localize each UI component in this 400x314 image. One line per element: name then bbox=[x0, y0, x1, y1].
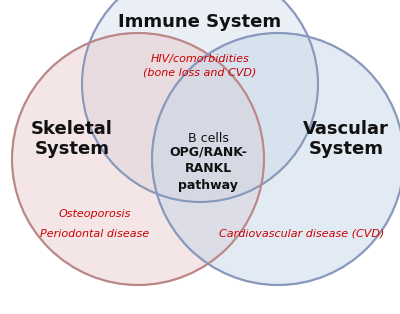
Text: Periodontal disease: Periodontal disease bbox=[40, 229, 150, 239]
Circle shape bbox=[82, 0, 318, 202]
Text: B cells: B cells bbox=[188, 133, 228, 145]
Text: Immune System: Immune System bbox=[118, 13, 282, 31]
Text: HIV/comorbidities
(bone loss and CVD): HIV/comorbidities (bone loss and CVD) bbox=[143, 54, 257, 78]
Text: OPG/RANK-
RANKL
pathway: OPG/RANK- RANKL pathway bbox=[169, 145, 247, 192]
Circle shape bbox=[12, 33, 264, 285]
Circle shape bbox=[152, 33, 400, 285]
Text: Cardiovascular disease (CVD): Cardiovascular disease (CVD) bbox=[219, 229, 385, 239]
Text: Osteoporosis: Osteoporosis bbox=[59, 209, 131, 219]
Text: Vascular
System: Vascular System bbox=[303, 120, 389, 158]
Text: Skeletal
System: Skeletal System bbox=[31, 120, 113, 158]
